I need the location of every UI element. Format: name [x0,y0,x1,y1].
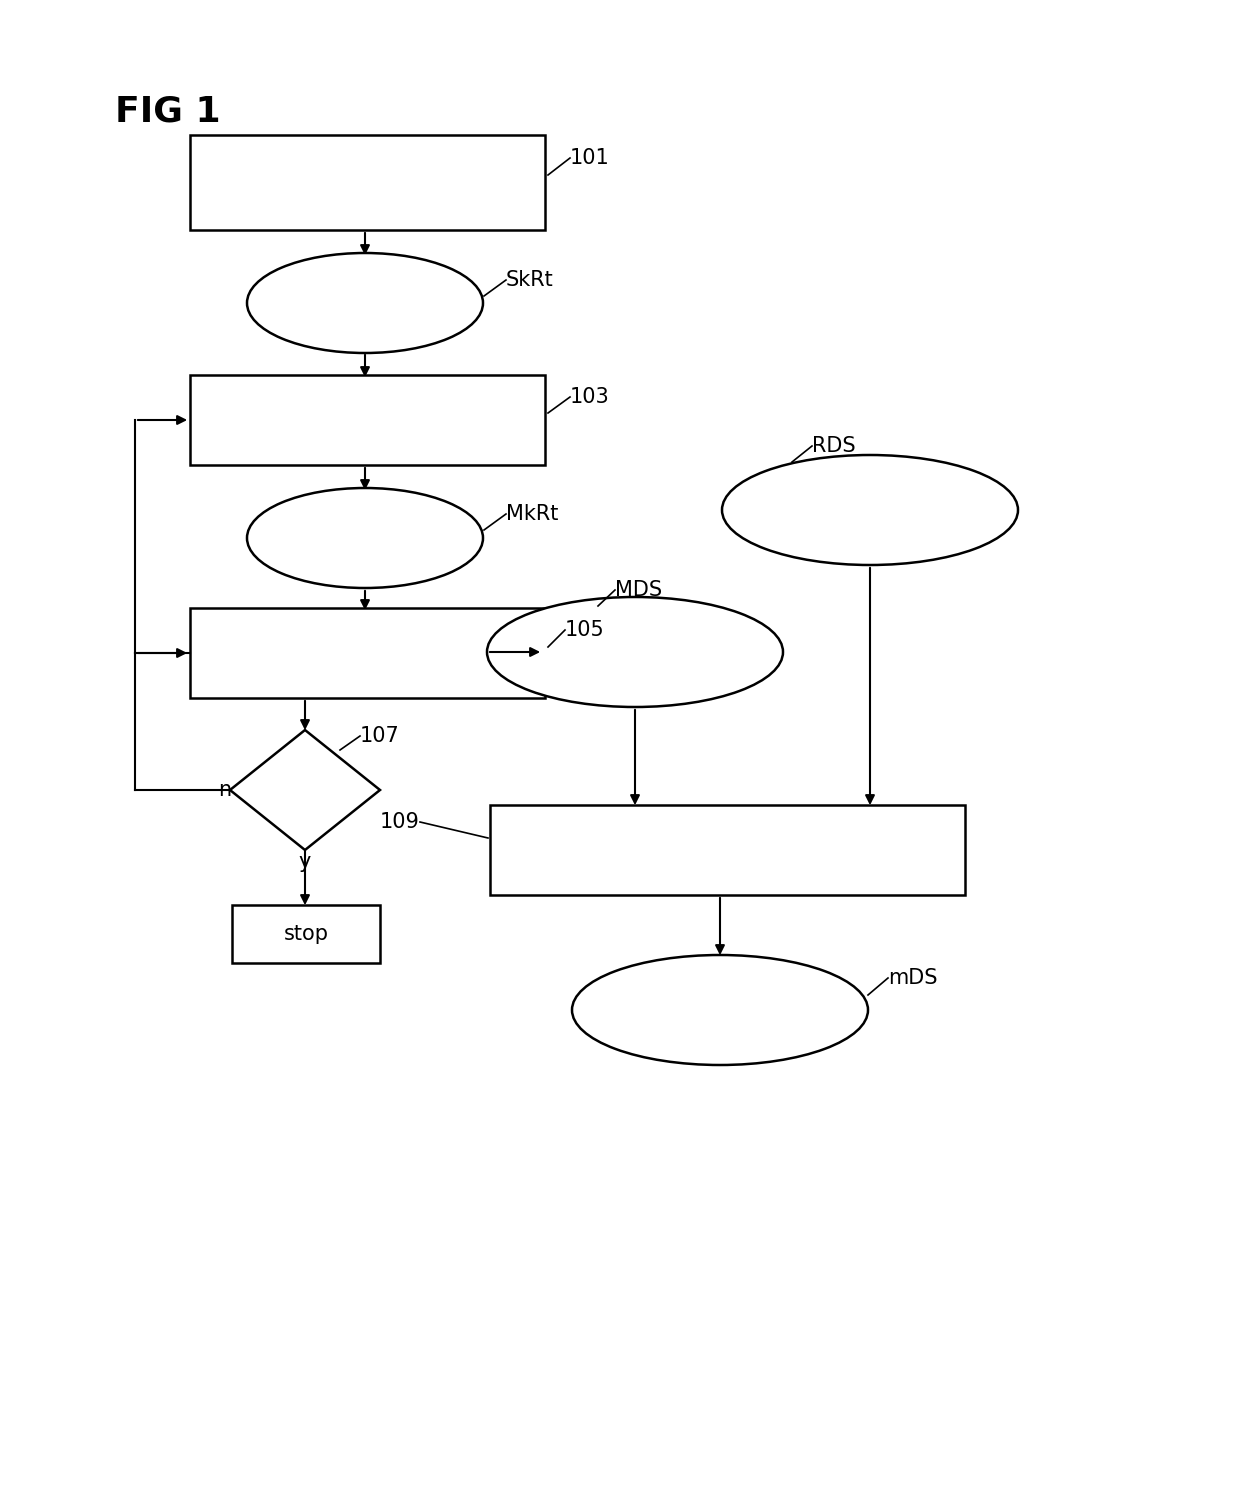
Text: FIG 1: FIG 1 [115,95,221,129]
Text: RDS: RDS [812,436,856,457]
Text: 105: 105 [565,620,605,640]
Ellipse shape [247,488,484,587]
Ellipse shape [247,252,484,353]
Bar [232,906,379,963]
Ellipse shape [572,955,868,1065]
Text: mDS: mDS [888,967,937,988]
Text: MDS: MDS [615,580,662,599]
Polygon shape [229,730,379,850]
Text: stop: stop [284,924,329,943]
Bar [190,608,546,698]
Ellipse shape [487,596,782,707]
Text: y: y [299,852,311,873]
Text: MkRt: MkRt [506,505,558,524]
Text: SkRt: SkRt [506,270,554,290]
Text: n: n [218,780,232,801]
Text: 109: 109 [381,813,420,832]
Text: 101: 101 [570,149,610,168]
Bar [490,805,965,895]
Ellipse shape [722,455,1018,565]
Bar [190,135,546,230]
Text: 103: 103 [570,388,610,407]
Text: 107: 107 [360,725,399,746]
Bar [190,376,546,466]
